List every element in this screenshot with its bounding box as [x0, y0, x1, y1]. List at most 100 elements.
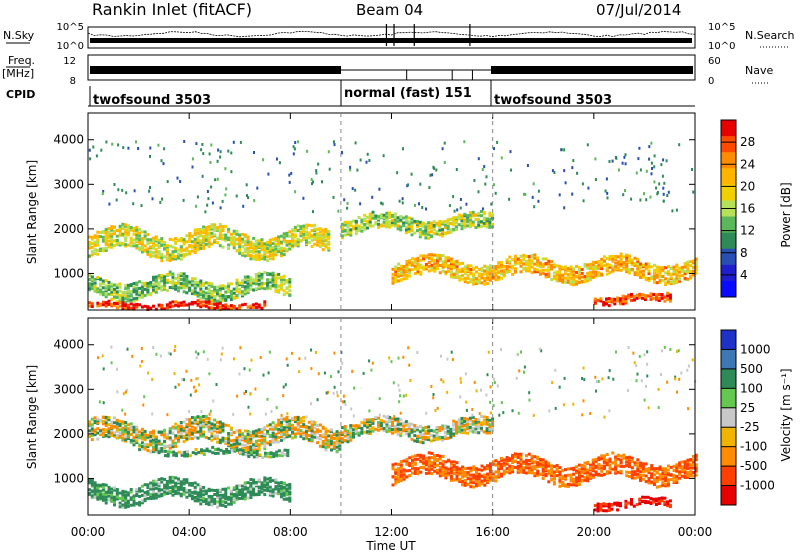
- heat-cell: [485, 175, 488, 179]
- heat-cell: [397, 469, 401, 473]
- heat-cell: [216, 436, 219, 440]
- heat-cell: [413, 272, 417, 275]
- heat-cell: [168, 253, 172, 257]
- heat-cell: [446, 224, 450, 228]
- heat-cell: [227, 495, 231, 499]
- heat-cell: [229, 304, 233, 308]
- heat-cell: [160, 430, 164, 434]
- heat-cell: [190, 416, 194, 419]
- heat-cell: [583, 275, 587, 279]
- heat-cell: [232, 242, 236, 246]
- heat-cell: [253, 151, 255, 154]
- heat-cell: [257, 254, 261, 258]
- heat-cell: [602, 259, 606, 263]
- heat-cell: [627, 293, 631, 297]
- heat-cell: [293, 147, 296, 151]
- heat-cell: [252, 491, 256, 494]
- heat-cell: [274, 427, 278, 431]
- heat-cell: [312, 180, 314, 184]
- heat-cell: [653, 280, 656, 284]
- heat-cell: [221, 493, 225, 497]
- heat-cell: [246, 496, 250, 500]
- heat-cell: [407, 222, 411, 226]
- heat-cell: [675, 270, 679, 274]
- heat-cell: [575, 469, 579, 473]
- heat-cell: [271, 252, 275, 256]
- heat-cell: [385, 416, 389, 420]
- heat-cell: [219, 448, 223, 452]
- heat-cell: [558, 473, 562, 476]
- heat-cell: [566, 467, 570, 471]
- heat-cell: [92, 145, 95, 149]
- heat-cell: [433, 469, 437, 473]
- heat-cell: [118, 505, 122, 509]
- heat-cell: [204, 231, 208, 235]
- heat-cell: [366, 418, 369, 422]
- heat-cell: [249, 281, 253, 285]
- heat-cell: [399, 473, 403, 477]
- heat-cell: [206, 203, 209, 207]
- heat-cell: [268, 492, 272, 496]
- heat-cell: [686, 260, 690, 264]
- heat-cell: [126, 233, 130, 237]
- heat-cell: [455, 461, 459, 465]
- heat-cell: [199, 233, 203, 237]
- heat-cell: [115, 234, 119, 238]
- heat-cell: [332, 443, 336, 447]
- heat-cell: [241, 488, 244, 492]
- heat-cell: [422, 265, 426, 269]
- heat-cell: [277, 418, 281, 422]
- heat-cell: [126, 243, 130, 247]
- heat-cell: [694, 268, 698, 272]
- heat-cell: [88, 284, 91, 288]
- heat-cell: [254, 480, 258, 484]
- heat-cell: [129, 496, 133, 500]
- heat-cell: [135, 302, 139, 306]
- heat-cell: [157, 303, 161, 307]
- heat-cell: [552, 480, 556, 484]
- heat-cell: [441, 222, 445, 226]
- heat-cell: [276, 157, 278, 161]
- heat-cell: [433, 458, 437, 462]
- heat-cell: [163, 433, 167, 437]
- heat-cell: [268, 257, 272, 260]
- heat-cell: [90, 287, 94, 291]
- heat-cell: [213, 306, 217, 310]
- heat-cell: [460, 419, 464, 423]
- heat-cell: [550, 464, 554, 468]
- heat-cell: [566, 268, 570, 272]
- heat-cell: [680, 267, 684, 271]
- heat-cell: [126, 434, 130, 438]
- heat-cell: [246, 439, 250, 443]
- heat-cell: [202, 498, 206, 502]
- heat-cell: [477, 480, 481, 484]
- heat-cell: [216, 496, 219, 499]
- heat-cell: [402, 224, 406, 228]
- heat-cell: [135, 292, 139, 296]
- heat-cell: [672, 267, 676, 271]
- heat-cell: [446, 220, 450, 224]
- heat-cell: [257, 239, 261, 243]
- heat-cell: [382, 220, 386, 224]
- heat-cell: [183, 140, 186, 143]
- heat-cell: [589, 472, 592, 476]
- heat-cell: [280, 420, 283, 424]
- heat-cell: [249, 483, 253, 487]
- heat-cell: [207, 281, 211, 285]
- heat-cell: [663, 299, 667, 303]
- heat-cell: [566, 267, 570, 271]
- heat-cell: [494, 274, 498, 278]
- heat-cell: [460, 227, 464, 231]
- heat-cell: [200, 451, 203, 455]
- heat-cell: [202, 449, 206, 453]
- heat-cell: [207, 429, 211, 433]
- heat-cell: [140, 240, 144, 243]
- heat-cell: [363, 421, 367, 425]
- heat-cell: [179, 282, 183, 285]
- heat-cell: [179, 249, 183, 253]
- heat-cell: [235, 242, 239, 246]
- heat-cell: [266, 429, 270, 433]
- heat-cell: [124, 287, 128, 290]
- heat-cell: [594, 459, 598, 463]
- heat-cell: [605, 471, 609, 475]
